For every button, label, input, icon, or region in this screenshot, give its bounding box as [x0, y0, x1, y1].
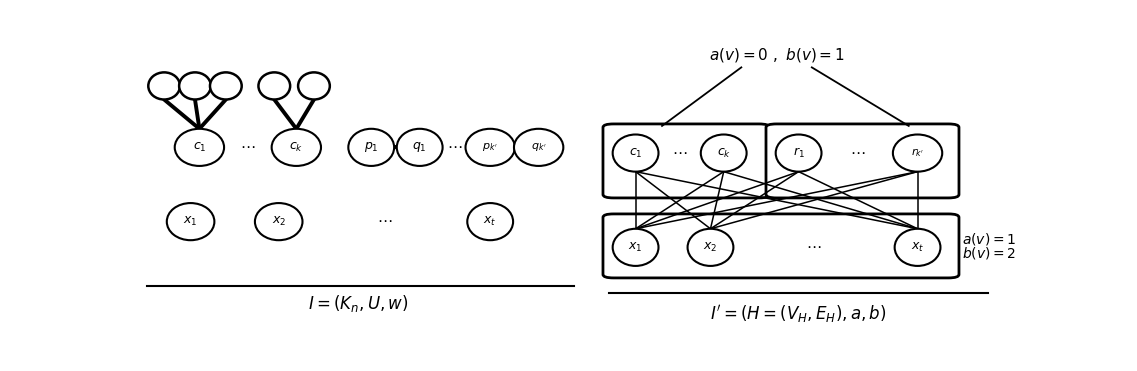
Ellipse shape — [700, 135, 747, 172]
Ellipse shape — [467, 203, 513, 240]
Ellipse shape — [514, 129, 563, 166]
Ellipse shape — [688, 229, 733, 266]
Ellipse shape — [775, 135, 822, 172]
Text: $x_2$: $x_2$ — [704, 241, 717, 254]
Ellipse shape — [397, 129, 442, 166]
FancyBboxPatch shape — [603, 124, 770, 198]
Ellipse shape — [298, 72, 330, 99]
Text: $x_t$: $x_t$ — [911, 241, 924, 254]
Text: $b(v)=2$: $b(v)=2$ — [962, 245, 1015, 261]
FancyBboxPatch shape — [603, 214, 958, 278]
Text: $\cdots$: $\cdots$ — [672, 145, 688, 159]
Text: $c_1$: $c_1$ — [192, 141, 206, 154]
Text: $x_2$: $x_2$ — [272, 215, 285, 228]
Ellipse shape — [895, 229, 940, 266]
Text: $c_k$: $c_k$ — [716, 147, 731, 160]
Ellipse shape — [893, 135, 943, 172]
Ellipse shape — [465, 129, 515, 166]
Ellipse shape — [272, 129, 321, 166]
Text: $\cdots$: $\cdots$ — [447, 139, 463, 153]
Text: $p_{k^\prime}$: $p_{k^\prime}$ — [482, 141, 498, 153]
Text: $q_1$: $q_1$ — [413, 140, 428, 154]
Text: $x_1$: $x_1$ — [629, 241, 642, 254]
Text: $a(v)=1$: $a(v)=1$ — [962, 231, 1015, 247]
Text: $\cdots$: $\cdots$ — [376, 213, 392, 227]
FancyBboxPatch shape — [766, 124, 958, 198]
Text: $c_1$: $c_1$ — [629, 147, 642, 160]
Text: $x_1$: $x_1$ — [183, 215, 198, 228]
Ellipse shape — [255, 203, 302, 240]
Text: $\cdots$: $\cdots$ — [806, 239, 822, 253]
Ellipse shape — [210, 72, 242, 99]
Text: $p_1$: $p_1$ — [364, 140, 379, 154]
Ellipse shape — [348, 129, 395, 166]
Text: $a(v)=0\ ,\ b(v)=1$: $a(v)=0\ ,\ b(v)=1$ — [708, 46, 845, 63]
Text: $r_1$: $r_1$ — [792, 146, 805, 160]
Text: $I'=(H=(V_H,E_H),a,b)$: $I'=(H=(V_H,E_H),a,b)$ — [711, 303, 887, 325]
Text: $\cdots$: $\cdots$ — [240, 139, 256, 153]
Text: $x_t$: $x_t$ — [483, 215, 497, 228]
Ellipse shape — [613, 229, 658, 266]
Ellipse shape — [613, 135, 658, 172]
Ellipse shape — [175, 129, 224, 166]
Text: $I=(K_n,U,w)$: $I=(K_n,U,w)$ — [308, 293, 408, 313]
Ellipse shape — [148, 72, 180, 99]
Text: $q_{k^\prime}$: $q_{k^\prime}$ — [531, 141, 547, 153]
Ellipse shape — [167, 203, 215, 240]
Ellipse shape — [180, 72, 210, 99]
Ellipse shape — [258, 72, 290, 99]
Text: $\cdots$: $\cdots$ — [850, 145, 865, 159]
Text: $c_k$: $c_k$ — [289, 141, 304, 154]
Text: $r_{k^\prime}$: $r_{k^\prime}$ — [911, 147, 924, 160]
